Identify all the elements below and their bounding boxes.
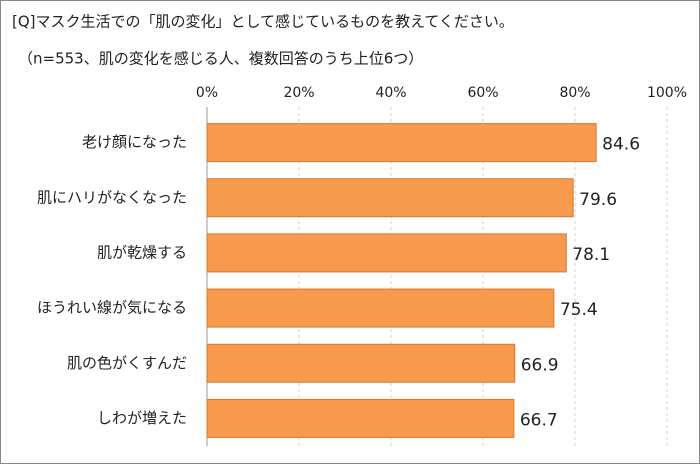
bar bbox=[206, 178, 574, 218]
bar bbox=[206, 343, 516, 383]
value-label: 84.6 bbox=[602, 135, 640, 155]
value-label: 66.7 bbox=[520, 410, 558, 430]
bar bbox=[206, 233, 567, 273]
y-tick-label: 肌の色がくすんだ bbox=[67, 354, 187, 372]
value-label: 66.9 bbox=[521, 355, 559, 375]
x-tick-label: 100% bbox=[647, 85, 687, 101]
value-label: 79.6 bbox=[579, 190, 617, 210]
y-tick-label: 肌にハリがなくなった bbox=[37, 188, 187, 206]
chart-title: [Q]マスク生活での「肌の変化」として感じているものを教えてください。 bbox=[12, 13, 514, 31]
y-tick-label: ほうれい線が気になる bbox=[37, 299, 187, 317]
bar bbox=[206, 288, 555, 328]
y-tick-label: 肌が乾燥する bbox=[97, 243, 187, 261]
bar bbox=[206, 123, 597, 163]
x-tick-label: 20% bbox=[283, 85, 314, 101]
x-tick-label: 60% bbox=[467, 85, 498, 101]
value-label: 75.4 bbox=[560, 300, 598, 320]
value-label: 78.1 bbox=[572, 245, 610, 265]
y-tick-label: 老け顔になった bbox=[82, 133, 187, 151]
x-tick-label: 40% bbox=[375, 85, 406, 101]
y-tick-label: しわが増えた bbox=[97, 409, 187, 427]
chart-subtitle: （n=553、肌の変化を感じる人、複数回答のうち上位6つ） bbox=[18, 50, 423, 68]
bar bbox=[206, 398, 515, 438]
x-tick-label: 0% bbox=[196, 85, 218, 101]
x-tick-label: 80% bbox=[559, 85, 590, 101]
